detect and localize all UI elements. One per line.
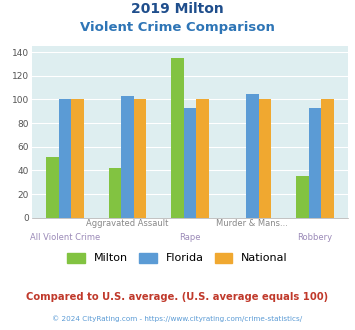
Bar	[46, 157, 59, 218]
Text: Murder & Mans...: Murder & Mans...	[217, 219, 288, 228]
Bar	[59, 99, 71, 218]
Text: Violent Crime Comparison: Violent Crime Comparison	[80, 21, 275, 34]
Text: Aggravated Assault: Aggravated Assault	[86, 219, 169, 228]
Bar	[296, 176, 308, 218]
Legend: Milton, Florida, National: Milton, Florida, National	[67, 253, 288, 263]
Text: All Violent Crime: All Violent Crime	[30, 233, 100, 242]
Bar	[184, 108, 196, 218]
Text: 2019 Milton: 2019 Milton	[131, 2, 224, 16]
Text: Robbery: Robbery	[297, 233, 332, 242]
Bar	[121, 96, 134, 218]
Bar	[71, 99, 84, 218]
Bar	[171, 58, 184, 218]
Bar	[134, 99, 146, 218]
Bar	[246, 93, 258, 218]
Text: Rape: Rape	[179, 233, 201, 242]
Bar	[321, 99, 334, 218]
Text: Compared to U.S. average. (U.S. average equals 100): Compared to U.S. average. (U.S. average …	[26, 292, 329, 302]
Bar	[109, 168, 121, 218]
Text: © 2024 CityRating.com - https://www.cityrating.com/crime-statistics/: © 2024 CityRating.com - https://www.city…	[53, 315, 302, 322]
Bar	[258, 99, 271, 218]
Bar	[196, 99, 209, 218]
Bar	[308, 108, 321, 218]
